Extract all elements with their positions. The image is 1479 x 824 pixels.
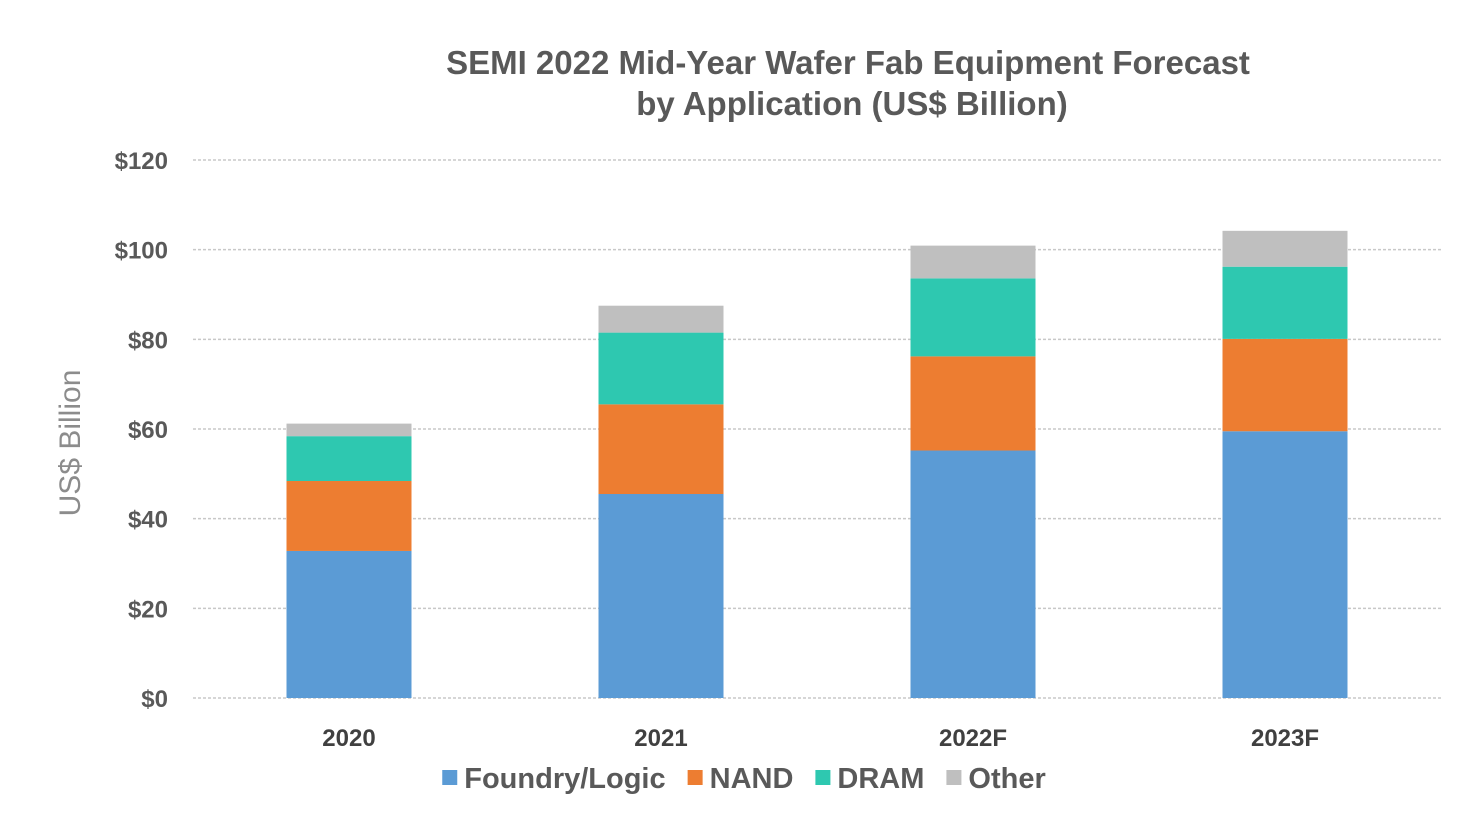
x-tick-label: 2021 xyxy=(634,725,687,752)
bar-segment-dram xyxy=(598,332,724,405)
legend-swatch xyxy=(687,770,703,785)
bar-segment-nand xyxy=(286,481,412,551)
legend-label: Other xyxy=(968,763,1045,795)
legend: Foundry/Logic NAND DRAM Other xyxy=(442,763,1046,795)
bar-segment-other xyxy=(598,305,724,333)
bar-segment-nand xyxy=(910,356,1036,451)
chart-title-line-2: by Application (US$ Billion) xyxy=(636,85,1067,122)
x-tick-label: 2022F xyxy=(939,725,1007,752)
y-axis-label: US$ Billion xyxy=(54,370,87,517)
legend-item: DRAM xyxy=(815,763,924,795)
legend-item: Other xyxy=(946,763,1046,795)
y-axis-ticks: $0 $20 $40 $60 $80 $100 $120 xyxy=(115,148,168,713)
x-axis-ticks: 2020 2021 2022F 2023F xyxy=(322,725,1319,752)
bar-segment-nand xyxy=(598,404,724,495)
y-tick-label: $120 xyxy=(115,148,168,175)
y-tick-label: $0 xyxy=(141,686,168,713)
bar-segment-foundry-logic xyxy=(286,550,412,698)
bar-segment-foundry-logic xyxy=(598,494,724,698)
legend-swatch xyxy=(946,770,962,785)
chart-title-line-1: SEMI 2022 Mid-Year Wafer Fab Equipment F… xyxy=(446,44,1250,81)
bar-segment-foundry-logic xyxy=(1222,431,1348,698)
legend-label: DRAM xyxy=(837,763,924,795)
bar-segment-other xyxy=(910,245,1036,279)
y-tick-label: $80 xyxy=(128,327,168,354)
legend-item: NAND xyxy=(687,763,794,795)
legend-item: Foundry/Logic xyxy=(442,763,666,795)
x-tick-label: 2020 xyxy=(322,725,375,752)
y-tick-label: $20 xyxy=(128,596,168,623)
x-tick-label: 2023F xyxy=(1251,725,1319,752)
bar-segment-dram xyxy=(910,278,1036,357)
y-tick-label: $60 xyxy=(128,417,168,444)
legend-swatch xyxy=(815,770,831,785)
y-tick-label: $40 xyxy=(128,507,168,534)
legend-label: Foundry/Logic xyxy=(464,763,665,795)
legend-swatch xyxy=(442,770,458,785)
bar-segment-other xyxy=(1222,230,1348,267)
bar-segment-dram xyxy=(286,436,412,482)
bar-segment-foundry-logic xyxy=(910,450,1036,698)
y-tick-label: $100 xyxy=(115,238,168,265)
bar-segment-other xyxy=(286,423,412,437)
bar-segment-nand xyxy=(1222,338,1348,432)
bar-segment-dram xyxy=(1222,266,1348,339)
legend-label: NAND xyxy=(710,763,794,795)
bars xyxy=(286,230,1348,698)
